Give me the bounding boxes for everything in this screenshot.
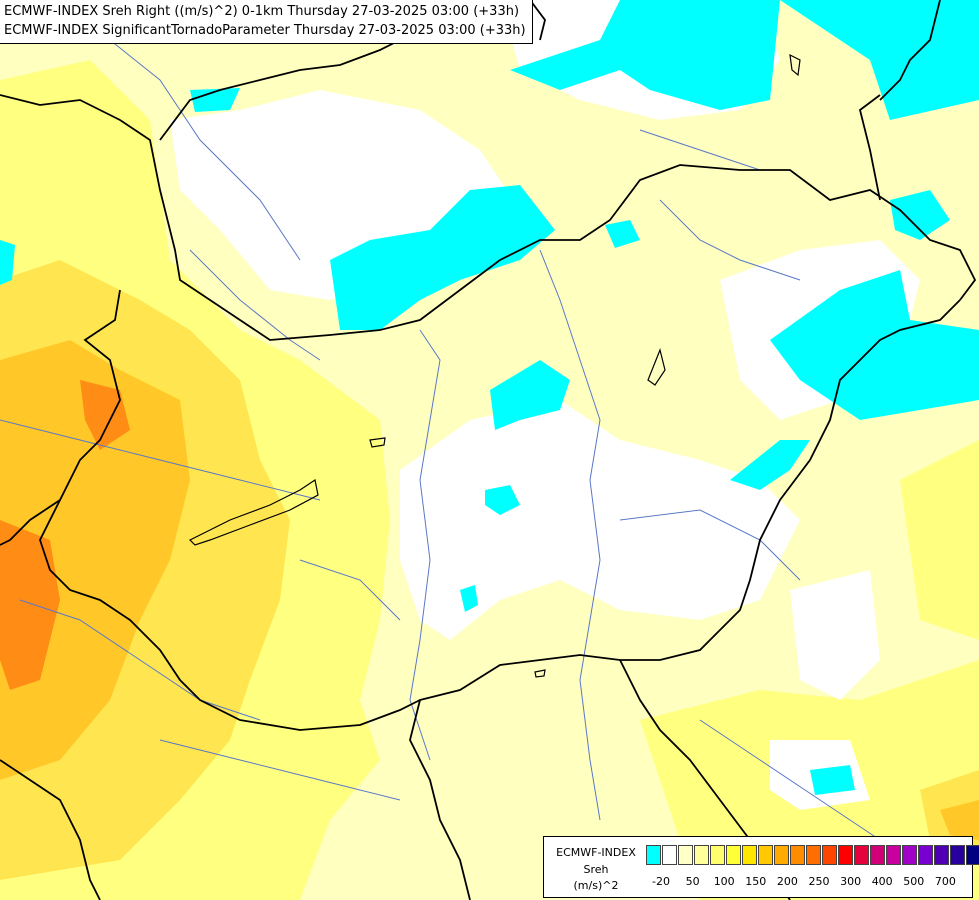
legend-swatch [822,845,837,865]
legend-swatch [742,845,757,865]
field-cyan-blob4 [810,765,855,795]
field-amber-se [940,800,979,840]
legend-swatch [806,845,821,865]
legend-swatch [934,845,949,865]
lake-outline [188,479,319,546]
field-cyan-blob2 [460,585,478,612]
legend-tick-label: 150 [745,875,767,888]
legend-swatch [662,845,677,865]
field-orange-core [80,380,130,450]
legend-swatch [918,845,933,865]
legend-variable: Sreh [583,863,609,876]
field-white-central [400,400,800,640]
legend-swatch [950,845,965,865]
field-cyan-north [330,185,555,330]
color-legend: ECMWF-INDEX Sreh (m/s)^2 -20 50 100 150 200 2… [543,836,979,898]
legend-swatch [838,845,853,865]
legend-swatch [854,845,869,865]
rivers [0,39,881,841]
field-amber-west [0,340,190,780]
legend-tick-label: 500 [903,875,925,888]
legend-unit: (m/s)^2 [573,879,619,892]
legend-tick-label: 100 [713,875,735,888]
legend-model: ECMWF-INDEX [556,846,636,859]
field-cyan-ne2 [780,0,979,120]
legend-swatch [694,845,709,865]
legend-tick-label: 50 [685,875,700,888]
title-line-1: ECMWF-INDEX Sreh Right ((m/s)^2) 0-1km T… [4,4,520,19]
field-cyan-blob1 [485,485,520,515]
field-white-se [790,570,880,700]
legend-swatch [726,845,741,865]
field-cyan-ne3 [890,190,950,240]
legend-swatch [870,845,885,865]
field-yellow-east [900,440,979,640]
field-cyan-west [0,240,15,285]
legend-tick-label: 400 [871,875,893,888]
legend-swatch [902,845,917,865]
legend-swatch [966,845,979,865]
legend-tick-label: -20 [652,875,670,888]
field-cyan-ne [510,0,780,110]
legend-swatch [678,845,693,865]
legend-swatch [886,845,901,865]
field-cyan-blob5 [190,88,240,112]
legend-tick-label: 300 [840,875,862,888]
field-cyan-east2 [730,440,810,490]
field-orange-sw [0,520,60,690]
legend-swatch [758,845,773,865]
field-cyan-blob3 [605,220,640,248]
legend-swatch [710,845,725,865]
legend-tick-label: 200 [776,875,798,888]
legend-tick-label: 250 [808,875,830,888]
legend-swatches [646,845,979,865]
title-line-2: ECMWF-INDEX SignificantTornadoParameter … [4,23,526,38]
legend-swatch [790,845,805,865]
field-cyan-center [490,360,570,430]
legend-swatch [774,845,789,865]
legend-tick-label: 700 [934,875,956,888]
legend-swatch [646,845,661,865]
border-dots [369,53,801,678]
map-title-box: ECMWF-INDEX Sreh Right ((m/s)^2) 0-1km T… [0,0,533,44]
